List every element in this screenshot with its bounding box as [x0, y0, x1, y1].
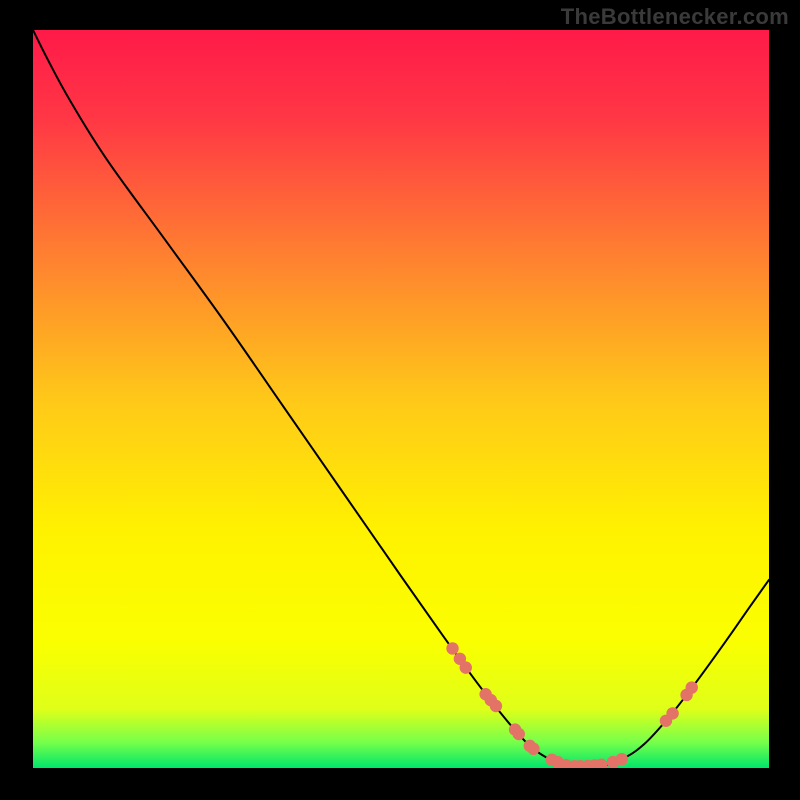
scatter-marker — [513, 728, 525, 740]
scatter-marker — [446, 642, 458, 654]
chart-root: TheBottlenecker.com — [0, 0, 800, 800]
gradient-background — [33, 30, 769, 768]
scatter-marker — [686, 681, 698, 693]
scatter-marker — [490, 700, 502, 712]
scatter-marker — [460, 661, 472, 673]
scatter-marker — [527, 743, 539, 755]
scatter-marker — [595, 758, 607, 770]
plot-svg — [0, 0, 800, 800]
scatter-marker — [666, 707, 678, 719]
scatter-marker — [616, 753, 628, 765]
